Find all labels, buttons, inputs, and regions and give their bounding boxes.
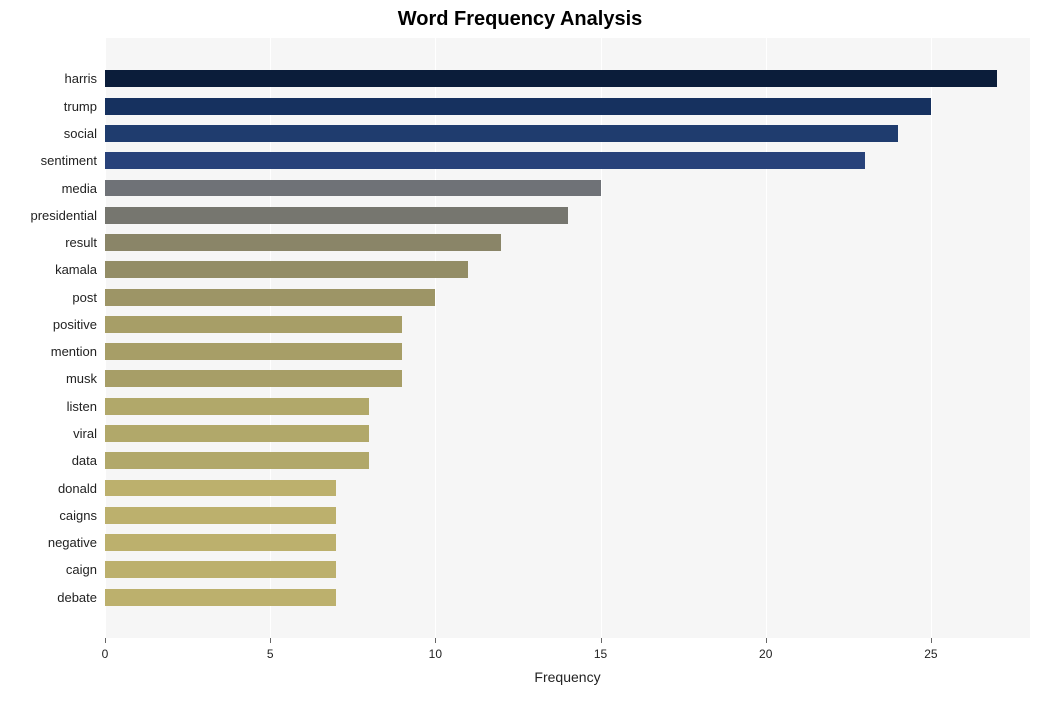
word-frequency-chart: Word Frequency Analysis Frequency 0 5 10 15…: [0, 0, 1040, 701]
y-tick-label: post: [0, 290, 97, 305]
y-tick-label: mention: [0, 344, 97, 359]
bar: [105, 425, 369, 442]
y-tick-label: negative: [0, 535, 97, 550]
x-tick-mark: [105, 638, 106, 643]
x-tick-mark: [435, 638, 436, 643]
x-tick-label: 15: [594, 647, 607, 661]
x-tick-label: 20: [759, 647, 772, 661]
x-tick-label: 25: [924, 647, 937, 661]
bar: [105, 534, 336, 551]
bar: [105, 261, 468, 278]
bar: [105, 343, 402, 360]
y-tick-label: positive: [0, 317, 97, 332]
x-axis-title: Frequency: [105, 669, 1030, 685]
bar: [105, 561, 336, 578]
bar: [105, 180, 601, 197]
grid-line: [931, 38, 932, 638]
y-tick-label: harris: [0, 71, 97, 86]
x-tick-label: 5: [267, 647, 274, 661]
bar: [105, 70, 997, 87]
bar: [105, 152, 865, 169]
y-tick-label: result: [0, 235, 97, 250]
plot-area: [105, 38, 1030, 638]
y-tick-label: data: [0, 453, 97, 468]
y-tick-label: listen: [0, 399, 97, 414]
y-tick-label: sentiment: [0, 153, 97, 168]
y-tick-label: caign: [0, 562, 97, 577]
y-tick-label: kamala: [0, 262, 97, 277]
y-tick-label: donald: [0, 481, 97, 496]
chart-title: Word Frequency Analysis: [0, 0, 1040, 31]
bar: [105, 452, 369, 469]
y-tick-label: social: [0, 126, 97, 141]
x-tick-mark: [766, 638, 767, 643]
bar: [105, 98, 931, 115]
bar: [105, 398, 369, 415]
x-tick-mark: [601, 638, 602, 643]
bar: [105, 289, 435, 306]
y-tick-label: debate: [0, 590, 97, 605]
y-tick-label: caigns: [0, 508, 97, 523]
bar: [105, 125, 898, 142]
y-tick-label: presidential: [0, 208, 97, 223]
bar: [105, 234, 501, 251]
x-tick-label: 0: [102, 647, 109, 661]
y-tick-label: trump: [0, 99, 97, 114]
y-tick-label: media: [0, 181, 97, 196]
bar: [105, 207, 568, 224]
bar: [105, 316, 402, 333]
bar: [105, 507, 336, 524]
bar: [105, 480, 336, 497]
bar: [105, 589, 336, 606]
x-tick-mark: [270, 638, 271, 643]
x-tick-label: 10: [429, 647, 442, 661]
y-tick-label: viral: [0, 426, 97, 441]
bar: [105, 370, 402, 387]
y-tick-label: musk: [0, 371, 97, 386]
x-tick-mark: [931, 638, 932, 643]
